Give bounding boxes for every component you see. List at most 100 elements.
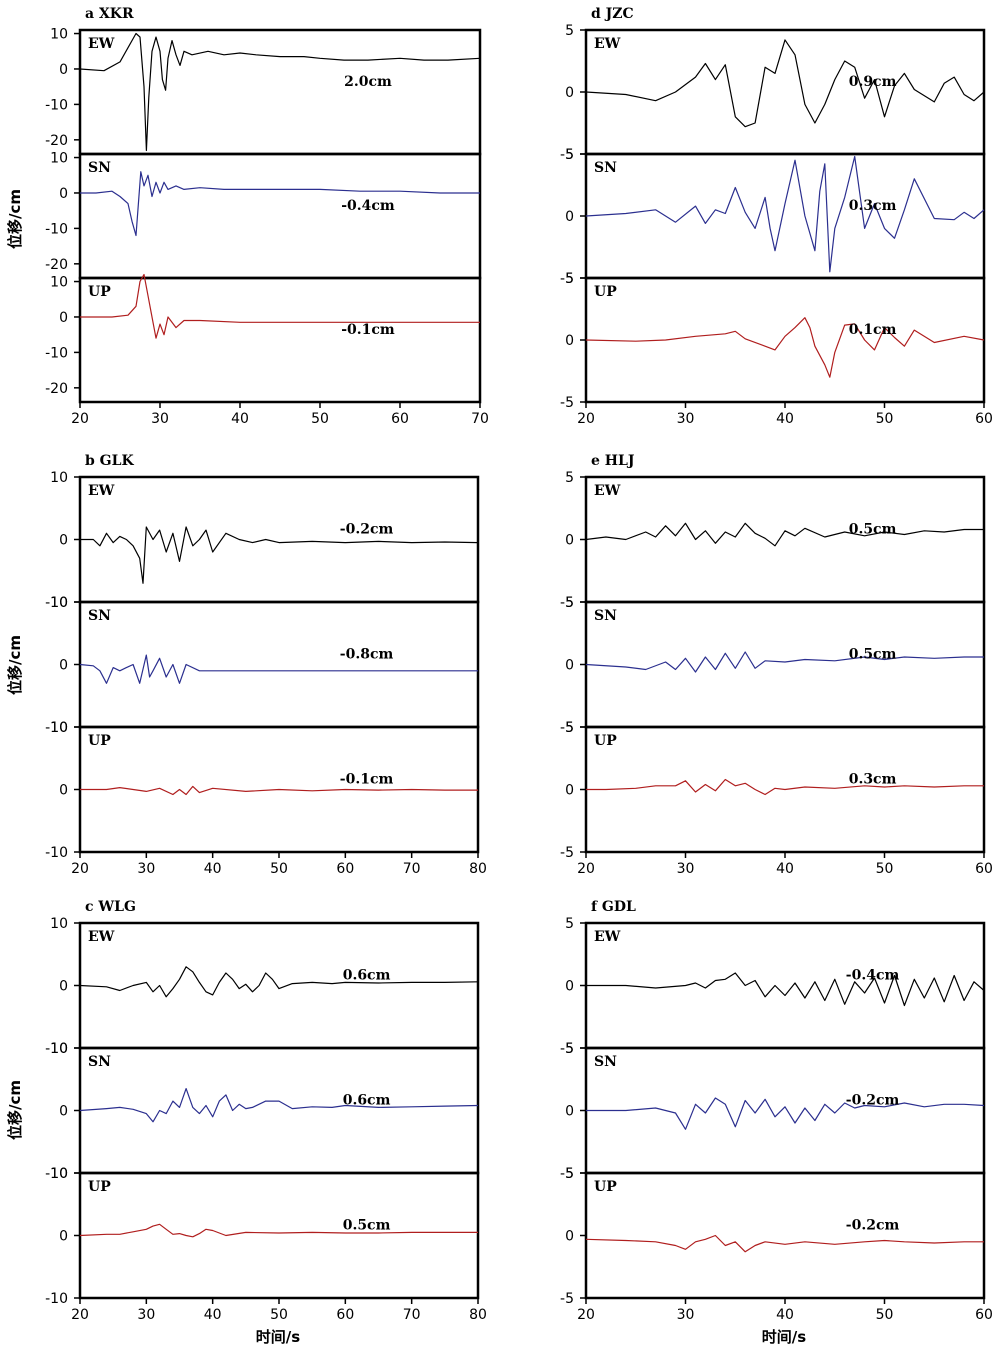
x-axis-label-right: 时间/s — [762, 1328, 806, 1346]
panel-frame-jzc-sn — [584, 152, 986, 280]
y-tick-label-glk-ew: 0 — [59, 533, 68, 549]
x-tick-label-hlj: 40 — [776, 861, 794, 877]
component-label-gdl-sn: SN — [594, 1054, 617, 1070]
panel-frame-gdl-ew — [584, 921, 986, 1050]
x-tick-label-hlj: 20 — [577, 861, 595, 877]
y-axis-label-a: 位移/cm — [6, 189, 24, 249]
offset-label-gdl-up: -0.2cm — [846, 1217, 900, 1233]
y-tick-label-jzc-sn: -5 — [560, 271, 574, 287]
y-tick-label-glk-ew: 10 — [50, 470, 68, 486]
y-tick-label-xkr-ew: -10 — [45, 97, 68, 113]
y-tick-label-glk-sn: 0 — [59, 658, 68, 674]
x-tick-label-gdl: 40 — [776, 1307, 794, 1323]
y-tick-label-xkr-up: -20 — [45, 381, 68, 397]
y-tick-label-glk-up: 0 — [59, 783, 68, 799]
component-label-glk-ew: EW — [88, 483, 115, 499]
y-tick-label-hlj-sn: 5 — [565, 595, 574, 611]
x-tick-label-xkr: 50 — [311, 411, 329, 427]
trace-jzc-up — [585, 317, 985, 378]
offset-label-glk-up: -0.1cm — [340, 771, 394, 787]
y-tick-label-wlg-sn: 10 — [50, 1041, 68, 1057]
offset-label-xkr-ew: 2.0cm — [344, 74, 392, 90]
y-tick-label-wlg-sn: 0 — [59, 1104, 68, 1120]
y-tick-label-gdl-sn: 0 — [565, 1104, 574, 1120]
offset-label-hlj-sn: 0.5cm — [849, 646, 897, 662]
panel-frame-wlg-ew — [78, 921, 480, 1050]
panel-frame-gdl-sn — [584, 1046, 986, 1175]
x-tick-label-gdl: 50 — [876, 1307, 894, 1323]
component-label-hlj-up: UP — [594, 733, 617, 749]
x-tick-label-wlg: 40 — [204, 1307, 222, 1323]
x-tick-label-glk: 30 — [137, 861, 155, 877]
offset-label-gdl-sn: -0.2cm — [846, 1092, 900, 1108]
trace-gdl-ew — [586, 972, 985, 1007]
offset-label-xkr-sn: -0.4cm — [341, 198, 395, 214]
y-tick-label-wlg-ew: 0 — [59, 979, 68, 995]
trace-xkr-sn — [80, 171, 480, 237]
x-tick-label-glk: 80 — [469, 861, 487, 877]
y-tick-label-jzc-ew: -5 — [560, 147, 574, 163]
x-tick-label-glk: 70 — [403, 861, 421, 877]
trace-xkr-ew — [79, 32, 481, 152]
component-label-wlg-ew: EW — [88, 929, 115, 945]
offset-label-jzc-ew: 0.9cm — [849, 74, 897, 90]
y-tick-label-gdl-ew: 0 — [565, 979, 574, 995]
offset-label-xkr-up: -0.1cm — [341, 322, 395, 338]
y-tick-label-hlj-up: 5 — [565, 720, 574, 736]
trace-hlj-up — [586, 778, 984, 796]
panel-frame-jzc-up — [584, 276, 986, 404]
y-tick-label-gdl-sn: 5 — [565, 1041, 574, 1057]
trace-hlj-sn — [585, 651, 984, 673]
y-tick-label-xkr-sn: -20 — [45, 257, 68, 273]
y-tick-label-gdl-up: 5 — [565, 1166, 574, 1182]
x-tick-label-glk: 20 — [71, 861, 89, 877]
x-tick-label-xkr: 20 — [71, 411, 89, 427]
panel-title-gdl: f GDL — [591, 899, 636, 915]
panel-frame-wlg-sn — [78, 1046, 480, 1175]
y-tick-label-glk-sn: 10 — [50, 595, 68, 611]
x-tick-label-jzc: 50 — [876, 411, 894, 427]
panel-title-hlj: e HLJ — [591, 453, 635, 469]
y-tick-label-xkr-ew: 0 — [59, 62, 68, 78]
y-tick-label-xkr-up: 0 — [59, 310, 68, 326]
y-axis-label-c: 位移/cm — [6, 1080, 24, 1140]
offset-label-jzc-sn: 0.3cm — [849, 198, 897, 214]
x-tick-label-wlg: 50 — [270, 1307, 288, 1323]
x-tick-label-hlj: 60 — [975, 861, 993, 877]
y-tick-label-jzc-ew: 0 — [565, 85, 574, 101]
x-tick-label-glk: 60 — [336, 861, 354, 877]
x-tick-label-gdl: 60 — [975, 1307, 993, 1323]
offset-label-glk-ew: -0.2cm — [340, 521, 394, 537]
y-tick-label-gdl-sn: -5 — [560, 1166, 574, 1182]
y-tick-label-wlg-sn: -10 — [45, 1166, 68, 1182]
offset-label-wlg-ew: 0.6cm — [343, 967, 391, 983]
panel-title-wlg: c WLG — [85, 899, 136, 915]
y-tick-label-jzc-sn: 5 — [565, 147, 574, 163]
panel-frame-hlj-sn — [584, 600, 986, 729]
panel-frame-glk-ew — [78, 475, 480, 604]
x-tick-label-glk: 50 — [270, 861, 288, 877]
component-label-jzc-ew: EW — [594, 36, 621, 52]
trace-glk-sn — [79, 654, 478, 684]
y-tick-label-jzc-sn: 0 — [565, 209, 574, 225]
y-tick-label-jzc-up: -5 — [560, 395, 574, 411]
panel-frame-glk-sn — [78, 600, 480, 729]
x-tick-label-gdl: 20 — [577, 1307, 595, 1323]
component-label-jzc-sn: SN — [594, 160, 617, 176]
y-tick-label-xkr-sn: -10 — [45, 221, 68, 237]
offset-label-hlj-ew: 0.5cm — [849, 521, 897, 537]
component-label-jzc-up: UP — [594, 284, 617, 300]
panel-frame-xkr-ew — [78, 28, 482, 156]
panel-frame-jzc-ew — [584, 28, 986, 156]
y-tick-label-hlj-ew: 0 — [565, 533, 574, 549]
x-tick-label-xkr: 30 — [151, 411, 169, 427]
panel-title-glk: b GLK — [85, 453, 134, 469]
panel-title-jzc: d JZC — [591, 6, 634, 22]
x-axis-label-left: 时间/s — [256, 1328, 300, 1346]
y-tick-label-glk-ew: -10 — [45, 595, 68, 611]
component-label-wlg-up: UP — [88, 1179, 111, 1195]
x-tick-label-gdl: 30 — [677, 1307, 695, 1323]
trace-wlg-up — [79, 1223, 478, 1238]
component-label-wlg-sn: SN — [88, 1054, 111, 1070]
